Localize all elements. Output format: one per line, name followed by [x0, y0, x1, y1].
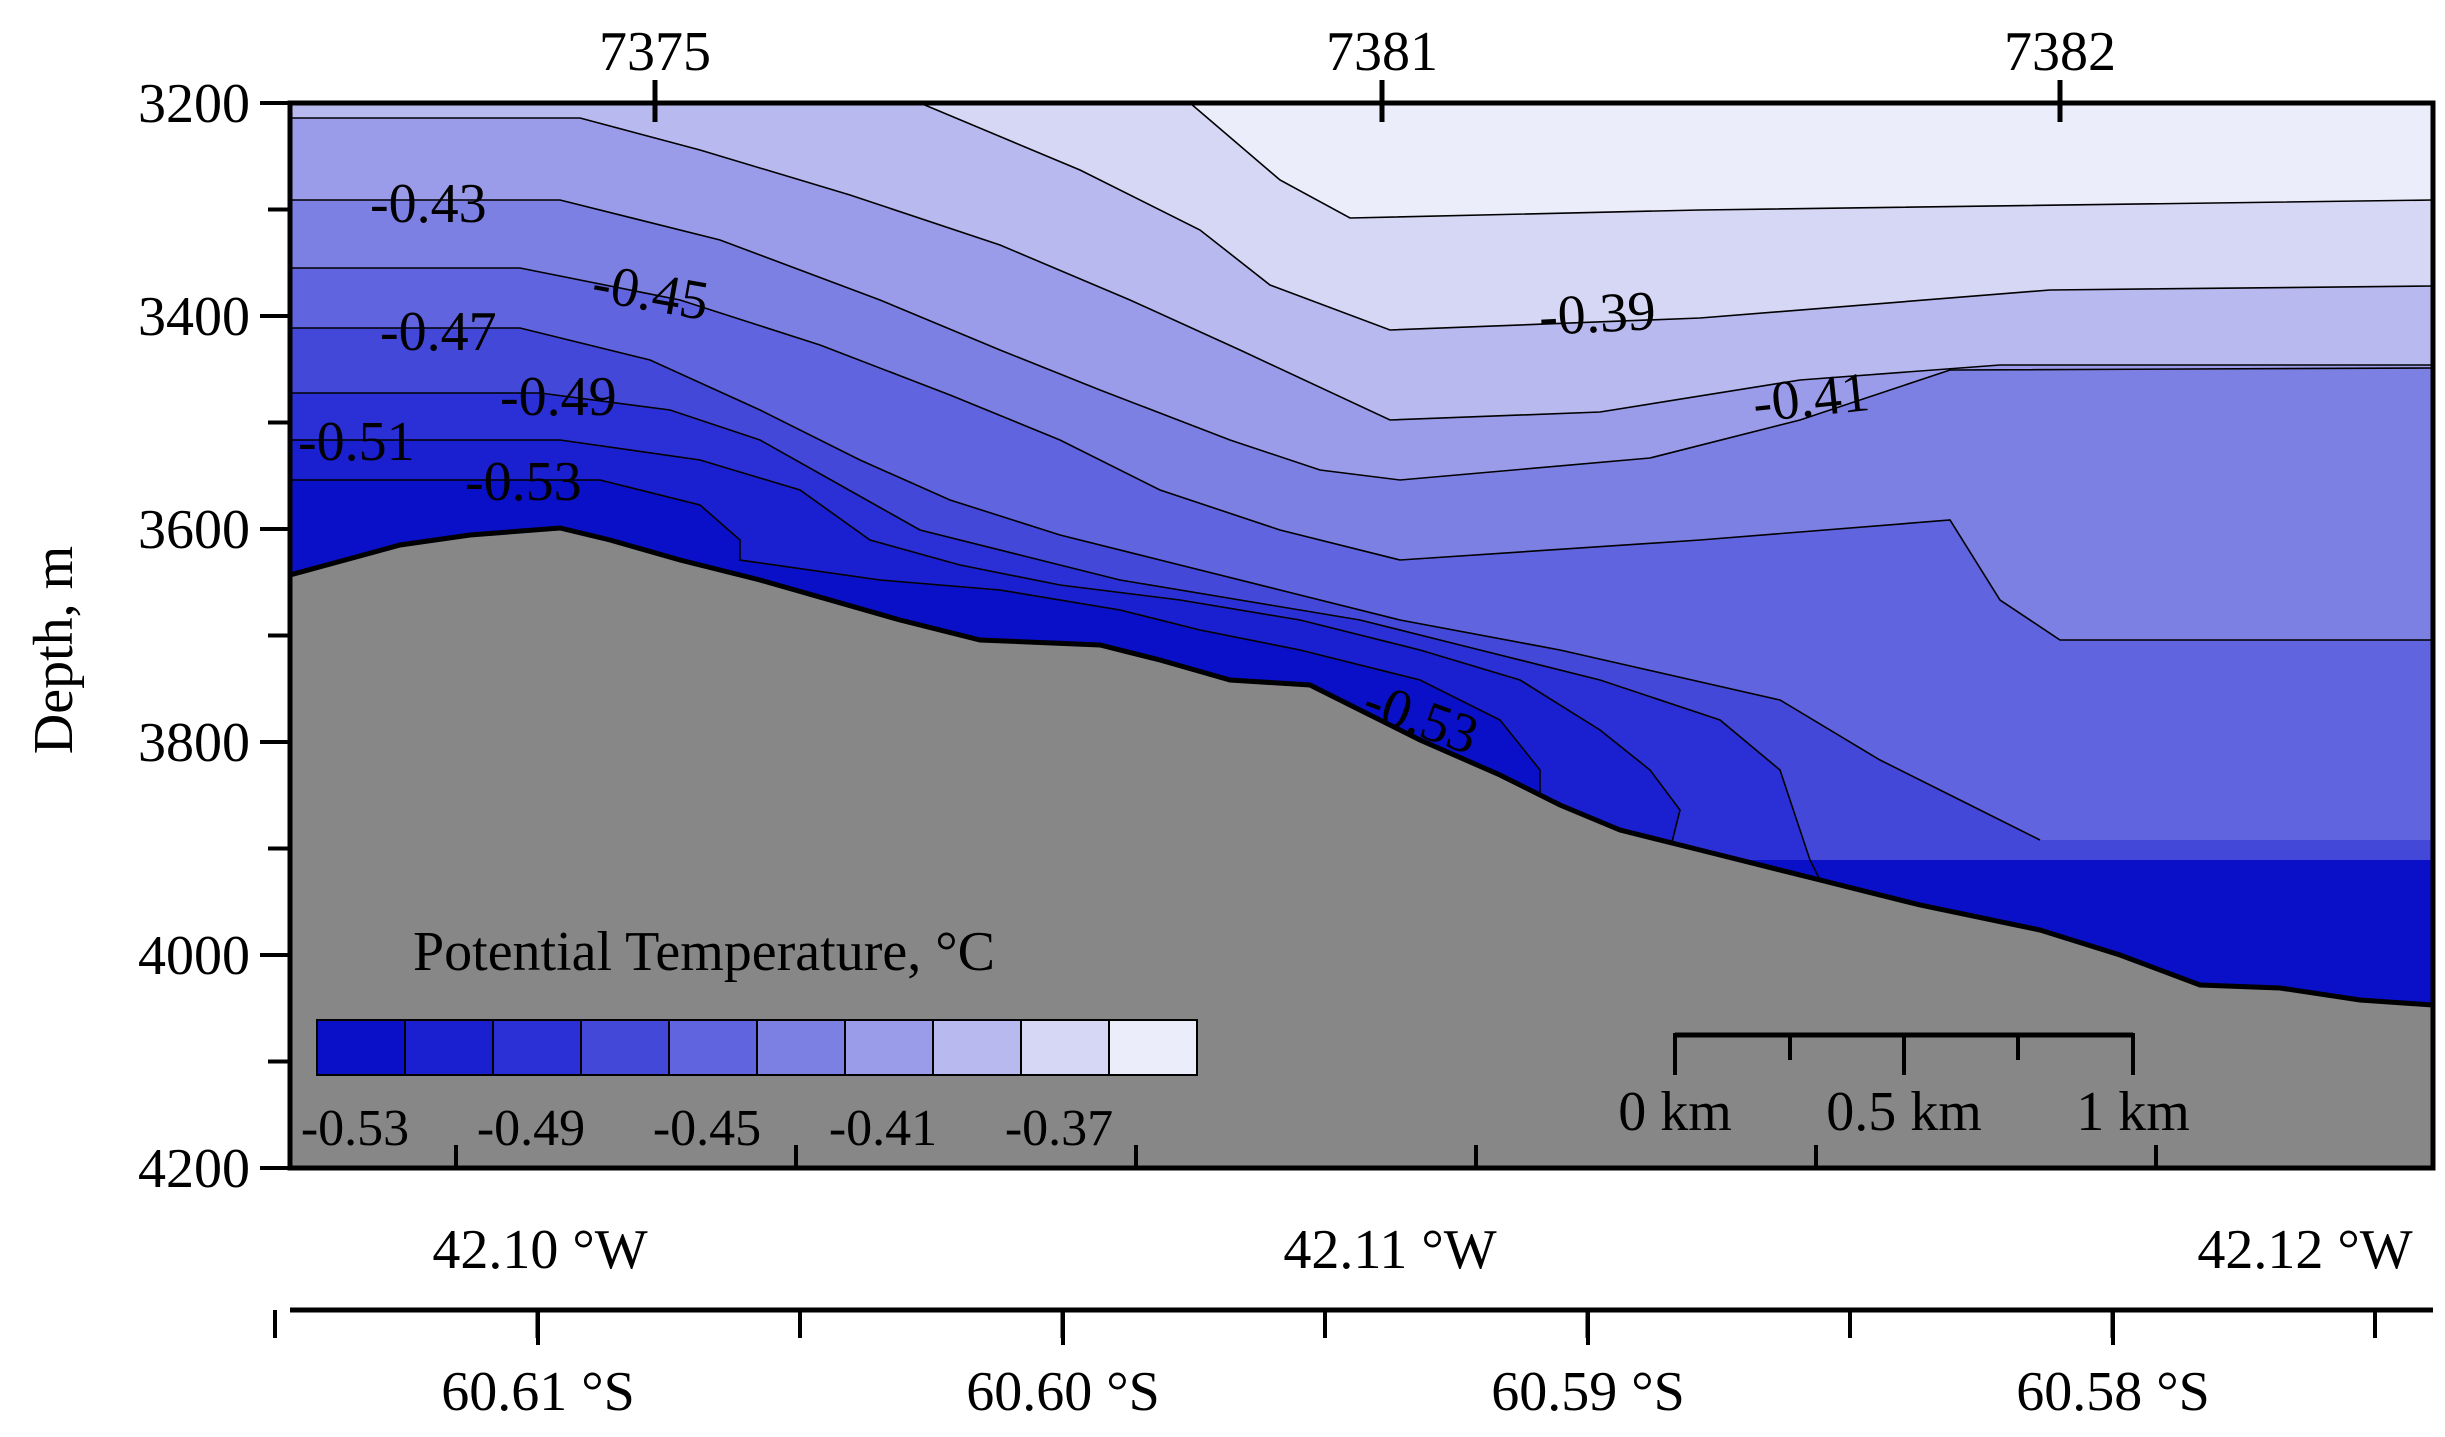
y-tick-label: 3600: [138, 499, 250, 561]
y-axis-label: Depth, m: [23, 546, 85, 754]
station-label: 7382: [2004, 21, 2116, 83]
colorbar-cell: [404, 1019, 494, 1076]
contour-line-minus-0.39: [919, 103, 2433, 331]
contour-line-minus-0.41: [290, 117, 2433, 421]
colorbar-cell: [580, 1019, 670, 1076]
colorbar-cell: [932, 1019, 1022, 1076]
legend-title: Potential Temperature, °C: [413, 921, 995, 983]
contour-line-minus-0.43: [290, 199, 2433, 481]
contour-label: -0.43: [370, 173, 487, 235]
colorbar-tick-label: -0.53: [301, 1100, 409, 1157]
y-tick-label: 3200: [138, 73, 250, 135]
colorbar-cell: [844, 1019, 934, 1076]
colorbar-legend: Potential Temperature, °C -0.53 -0.49 -0.4…: [301, 921, 1198, 1157]
contour-label: -0.41: [1750, 361, 1872, 435]
contour-label: -0.53: [465, 451, 582, 513]
colorbar-cell: [316, 1019, 406, 1076]
scale-bar-label: 1 km: [2076, 1081, 2190, 1143]
colorbar-cell: [1108, 1019, 1198, 1076]
y-tick-label: 3800: [138, 712, 250, 774]
longitude-label: 42.12 °W: [2197, 1219, 2412, 1281]
longitude-labels: 42.10 °W 42.11 °W 42.12 °W: [432, 1219, 2412, 1281]
colorbar-cells: [316, 1019, 1198, 1076]
contour-line-minus-0.45: [290, 267, 2433, 641]
contour-line-minus-0.49: [290, 392, 1831, 901]
colorbar-tick-label: -0.49: [477, 1100, 585, 1157]
longitude-label: 42.11 °W: [1283, 1219, 1496, 1281]
contour-line-minus-0.51: [290, 439, 1681, 901]
contour-label-group: -0.43 -0.45 -0.47 -0.49 -0.51 -0.53 -0.3…: [298, 173, 1872, 767]
contour-line-minus-0.47: [290, 327, 2041, 841]
seafloor: [290, 525, 2433, 1168]
latitude-axis: 60.61 °S 60.60 °S 60.59 °S 60.58 °S: [273, 1307, 2433, 1423]
y-tick-label: 3400: [138, 286, 250, 348]
contour-label: -0.49: [500, 366, 617, 428]
contour-label: -0.47: [380, 301, 497, 363]
depth-axis: 3200 3400 3600 3800 4000 4200: [138, 73, 290, 1200]
latitude-ticks: 60.61 °S 60.60 °S 60.59 °S 60.58 °S: [273, 1310, 2377, 1423]
station-label: 7381: [1326, 21, 1438, 83]
colorbar-cell: [668, 1019, 758, 1076]
scale-bar-label: 0 km: [1618, 1081, 1732, 1143]
latitude-label: 60.60 °S: [966, 1361, 1160, 1423]
contour-line-minus-0.53: [290, 479, 1541, 861]
station-axis: 7375 7381 7382: [454, 21, 2158, 1168]
contour-label: -0.39: [1537, 280, 1657, 348]
station-label: 7375: [599, 21, 711, 83]
y-tick-label: 4000: [138, 925, 250, 987]
contour-label: -0.51: [298, 411, 415, 473]
scale-bar-label: 0.5 km: [1826, 1081, 1982, 1143]
latitude-label: 60.59 °S: [1491, 1361, 1685, 1423]
latitude-label: 60.58 °S: [2016, 1361, 2210, 1423]
scale-bar: 0 km 0.5 km 1 km: [1618, 1032, 2190, 1143]
colorbar-tick-label: -0.37: [1005, 1100, 1113, 1157]
contour-line-minus-0.37: [1189, 103, 2433, 219]
latitude-label: 60.61 °S: [441, 1361, 635, 1423]
colorbar-tick-labels: -0.53 -0.49 -0.45 -0.41 -0.37: [301, 1100, 1113, 1157]
y-tick-label: 4200: [138, 1138, 250, 1200]
colorbar-tick-label: -0.45: [653, 1100, 761, 1157]
contour-fill-region: -0.43 -0.45 -0.47 -0.49 -0.51 -0.53 -0.3…: [290, 103, 2433, 1168]
longitude-label: 42.10 °W: [432, 1219, 647, 1281]
colorbar-cell: [1020, 1019, 1110, 1076]
colorbar-cell: [756, 1019, 846, 1076]
colorbar-tick-label: -0.41: [829, 1100, 937, 1157]
contour-lines: [290, 103, 2433, 901]
colorbar-cell: [492, 1019, 582, 1076]
